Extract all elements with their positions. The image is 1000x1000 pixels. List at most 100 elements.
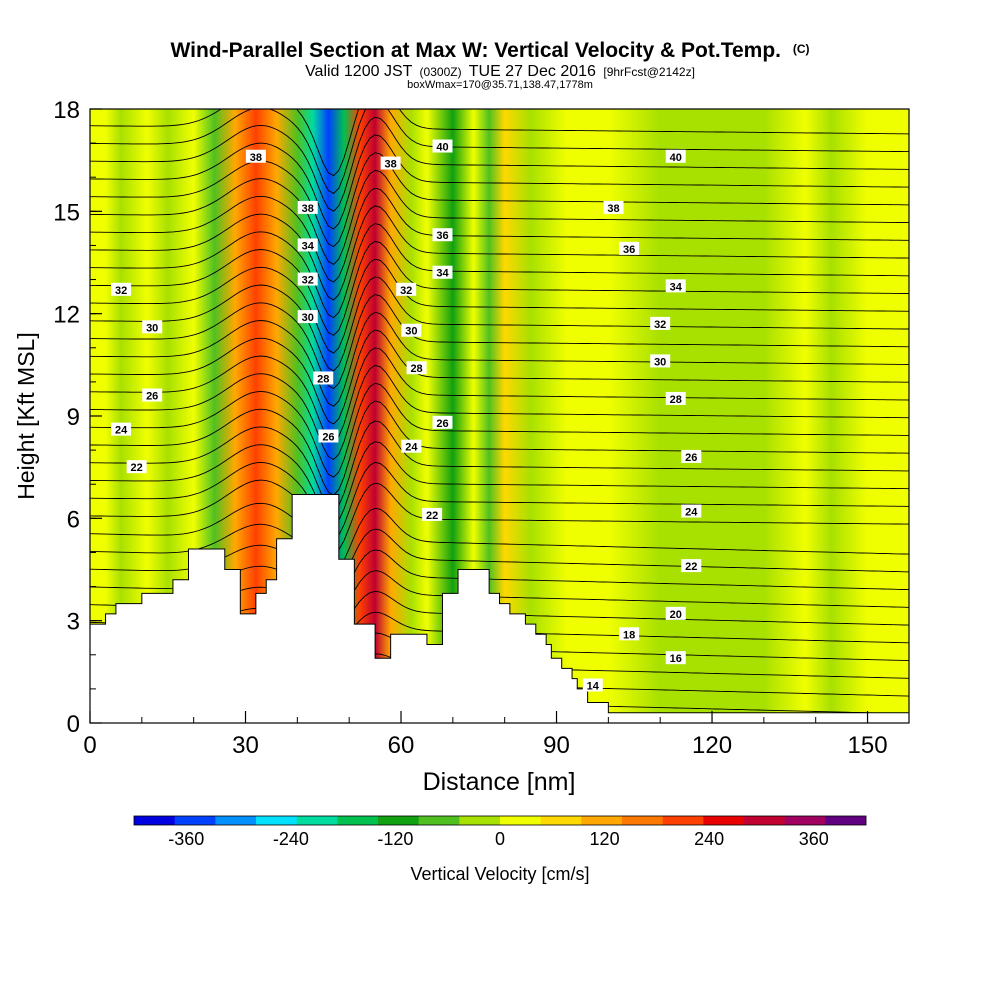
isentrope-label-box — [681, 559, 702, 573]
isentrope-label: 22 — [422, 507, 443, 522]
isentrope-label: 28 — [313, 371, 334, 385]
isentrope-label-box — [111, 282, 132, 296]
colorbar-tick-label: -240 — [273, 829, 309, 849]
isentrope-label-box — [422, 507, 443, 521]
isentrope-line — [90, 400, 909, 496]
colorbar-tick-label: 120 — [590, 829, 620, 849]
y-tick-label: 18 — [53, 97, 80, 124]
isentrope-line — [90, 479, 909, 555]
isentrope-label-box — [619, 241, 640, 255]
colorbar-tick-label: -360 — [168, 829, 204, 849]
x-tick-label: 150 — [848, 732, 888, 759]
isentrope-label: 28 — [406, 361, 427, 375]
isentrope-label: 22 — [681, 559, 702, 573]
isentrope-label-box — [142, 388, 163, 402]
isentrope-label-text: 32 — [654, 319, 666, 331]
chart-title-suffix: (C) — [793, 42, 810, 56]
isentrope-label-text: 30 — [405, 326, 417, 338]
isentrope-label-text: 36 — [436, 230, 448, 242]
isentrope-label-box — [432, 139, 453, 153]
isentrope-label-text: 24 — [405, 442, 418, 454]
isentrope-label-text: 36 — [623, 244, 635, 256]
isentrope-label: 24 — [401, 439, 422, 454]
colorbar-swatch — [500, 816, 541, 825]
colorbar-tick-label: 0 — [495, 829, 505, 849]
colorbar-swatch — [784, 816, 826, 825]
isentrope-line — [90, 523, 909, 588]
isentrope-label-box — [297, 238, 318, 252]
isentrope-label-box — [432, 228, 453, 242]
isentrope-label: 40 — [665, 149, 686, 164]
isentrope-label-text: 30 — [654, 356, 666, 368]
y-tick-label: 0 — [67, 711, 80, 738]
isentrope-label-box — [681, 504, 702, 518]
isentrope-label-box — [665, 279, 686, 293]
x-tick-label: 60 — [388, 732, 415, 759]
isentrope-label: 20 — [665, 606, 686, 621]
isentrope-label-box — [665, 606, 686, 620]
isentrope-label-box — [406, 361, 427, 375]
isentrope-label-box — [297, 310, 318, 324]
isentrope-label-box — [318, 429, 339, 443]
isentrope-label: 40 — [432, 139, 453, 154]
valid-time-forecast: [9hrFcst@2142z] — [603, 65, 695, 79]
isentrope-label-box — [665, 149, 686, 163]
isentrope-label-box — [681, 449, 702, 463]
colorbar-swatch — [825, 816, 867, 825]
isentrope-label: 14 — [582, 678, 603, 692]
y-tick-label: 3 — [67, 609, 80, 636]
isentrope-line — [90, 347, 909, 443]
isentrope-label-box — [665, 651, 686, 665]
isentrope-label-text: 26 — [685, 452, 697, 464]
isentrope-line — [90, 116, 909, 212]
isentrope-label: 30 — [401, 323, 422, 338]
isentrope-label-text: 38 — [250, 152, 262, 164]
isentrope-label: 32 — [111, 282, 132, 297]
isentrope-line — [90, 441, 909, 526]
isentrope-label-box — [665, 391, 686, 405]
isentrope-line — [90, 311, 909, 407]
isentrope-label: 34 — [432, 265, 453, 280]
box-info: boxWmax=170@35.71,138.47,1778m — [407, 79, 593, 91]
colorbar-swatch — [337, 816, 379, 825]
colorbar-swatch — [418, 816, 460, 825]
colorbar-swatch — [622, 816, 663, 825]
y-tick-label: 9 — [67, 404, 80, 431]
colorbar-swatch — [703, 816, 745, 825]
isentrope-label-box — [126, 460, 147, 474]
isentrope-label: 24 — [681, 504, 702, 519]
colorbar-swatch — [540, 816, 582, 825]
isentrope-labels: 38 38 40 40 38 38 36 36 34 34 34 32 32 32 32 30 30 30 30 28… — [111, 139, 702, 692]
isentrope-label-text: 30 — [302, 312, 314, 324]
isentrope-label-box — [142, 320, 163, 334]
isentrope-label-text: 30 — [146, 322, 158, 334]
x-tick-label: 120 — [692, 732, 732, 759]
isentrope-label-box — [432, 415, 453, 429]
isentrope-label: 38 — [380, 156, 401, 171]
isentrope-label-text: 22 — [426, 510, 438, 522]
isentrope-label-text: 28 — [410, 363, 422, 375]
isentrope-label-text: 18 — [623, 629, 635, 641]
isentrope-line — [90, 240, 909, 336]
isentrope-label-text: 20 — [670, 609, 682, 621]
colorbar-frame — [133, 815, 867, 826]
colorbar-swatch — [744, 816, 785, 825]
isentrope-label-box — [650, 354, 671, 368]
isentrope-line — [90, 223, 909, 319]
colorbar-label: Vertical Velocity [cm/s] — [410, 864, 589, 884]
colorbar-tick-label: 240 — [694, 829, 724, 849]
isentrope-label-text: 34 — [302, 240, 315, 252]
colorbar-swatch — [581, 816, 623, 825]
isentrope-label: 38 — [297, 200, 318, 215]
isentrope-label-text: 16 — [670, 653, 682, 665]
isentrope-label: 38 — [245, 149, 266, 164]
colorbar-swatch — [378, 816, 419, 825]
isentrope-label: 32 — [650, 316, 671, 331]
y-tick-label: 12 — [53, 302, 80, 329]
isentrope-label-box — [582, 678, 603, 692]
isentrope-label-text: 38 — [385, 159, 397, 171]
isentrope-label-box — [432, 265, 453, 279]
isentrope-label: 22 — [126, 460, 147, 474]
valid-time: Valid 1200 JST (0300Z) TUE 27 Dec 2016 [… — [305, 63, 695, 80]
isentrope-label-box — [297, 200, 318, 214]
